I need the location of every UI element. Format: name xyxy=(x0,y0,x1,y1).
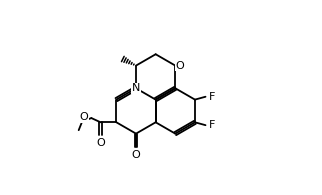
Text: O: O xyxy=(175,61,184,71)
Text: F: F xyxy=(208,120,215,130)
Text: O: O xyxy=(80,112,89,122)
Text: N: N xyxy=(132,83,140,93)
Text: O: O xyxy=(96,138,105,148)
Text: O: O xyxy=(132,150,140,160)
Text: F: F xyxy=(208,92,215,102)
